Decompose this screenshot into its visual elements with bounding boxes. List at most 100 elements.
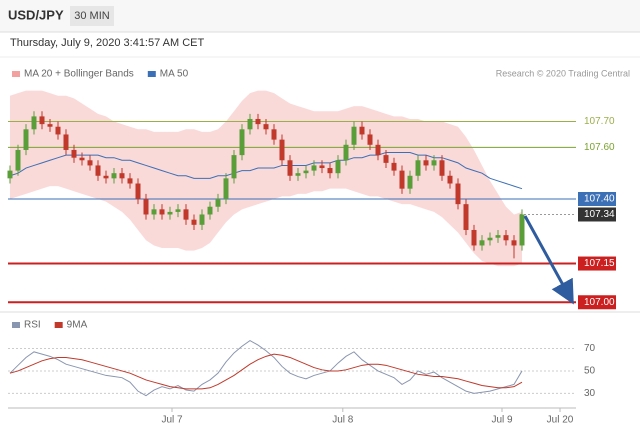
candle-body (63, 134, 69, 150)
candle-body (215, 199, 221, 207)
candle-body (391, 162, 397, 171)
candle-body (191, 219, 197, 225)
level-label: 107.40 (584, 194, 615, 205)
candle-body (407, 175, 413, 189)
candle-body (231, 155, 237, 179)
candle-body (295, 173, 301, 176)
candle-body (287, 160, 293, 176)
candle-body (207, 206, 213, 215)
legend-swatch (54, 322, 63, 328)
interval: 30 MIN (74, 10, 110, 22)
candle-body (303, 170, 309, 174)
candle-body (111, 173, 117, 179)
candle-body (79, 157, 85, 161)
level-label-box (578, 295, 616, 310)
legend-swatch (12, 71, 20, 77)
candle-body (223, 178, 229, 199)
interval-box (70, 6, 114, 26)
level-label: 107.70 (584, 116, 615, 127)
candle-body (271, 129, 277, 140)
candle-body (367, 134, 373, 145)
candle-body (383, 155, 389, 163)
candle-body (175, 209, 181, 212)
forecast-arrow (523, 215, 574, 305)
legend-swatch (147, 71, 156, 77)
candle-body (87, 160, 93, 166)
candle-body (487, 237, 493, 241)
candle-body (23, 129, 29, 150)
candle-body (71, 149, 77, 158)
candle-body (359, 126, 365, 135)
candle-body (399, 170, 405, 189)
candle-body (39, 116, 45, 125)
y-tick-label: 30 (584, 388, 596, 399)
candle-body (199, 214, 205, 225)
candle-body (167, 211, 173, 215)
timestamp: Thursday, July 9, 2020 3:41:57 AM CET (10, 37, 205, 49)
legend-label: MA 50 (160, 69, 189, 80)
series-line (9, 353, 523, 390)
candle-body (375, 144, 381, 156)
candle-body (15, 149, 21, 171)
bollinger-band (10, 90, 522, 267)
level-label-box (578, 256, 616, 271)
candle-body (263, 124, 269, 130)
legend-swatch (12, 322, 20, 328)
y-tick-label: 70 (584, 343, 596, 354)
ma-line (9, 152, 523, 190)
candle-body (319, 165, 325, 169)
candle-body (439, 160, 445, 176)
level-label: 107.15 (584, 258, 615, 269)
candle-body (279, 139, 285, 161)
symbol: USD/JPY (8, 7, 64, 22)
candle-body (463, 204, 469, 230)
candle-body (31, 116, 37, 130)
legend-label: 9MA (67, 320, 88, 331)
candle-body (479, 240, 485, 246)
candle-body (311, 165, 317, 171)
candle-body (511, 240, 517, 246)
candle-body (7, 170, 13, 179)
candle-body (239, 129, 245, 156)
series-line (9, 340, 523, 397)
level-label-box (578, 192, 616, 206)
candle-body (519, 214, 525, 246)
candle-body (127, 178, 133, 184)
candle-body (95, 165, 101, 176)
level-label-box (578, 207, 616, 222)
candle-body (183, 209, 189, 220)
level-label: 107.60 (584, 142, 615, 153)
candle-body (351, 126, 357, 145)
x-tick-label: Jul 8 (332, 415, 354, 426)
candle-body (151, 209, 157, 215)
candle-body (327, 168, 333, 174)
candle-body (335, 160, 341, 174)
candle-body (343, 144, 349, 161)
legend-label: RSI (24, 320, 41, 331)
legend-label: MA 20 + Bollinger Bands (24, 69, 134, 80)
level-label: 107.00 (584, 297, 615, 308)
level-label: 107.34 (584, 209, 615, 220)
y-tick-label: 50 (584, 366, 596, 377)
candle-body (423, 160, 429, 166)
candle-body (55, 126, 61, 135)
x-tick-label: Jul 7 (161, 415, 183, 426)
candle-body (503, 235, 509, 241)
candle-body (415, 160, 421, 176)
candle-body (447, 175, 453, 184)
candle-body (431, 160, 437, 166)
candle-body (159, 209, 165, 215)
candle-body (47, 124, 53, 127)
candle-body (103, 175, 109, 179)
candle-body (471, 229, 477, 246)
candle-body (495, 235, 501, 238)
candle-body (255, 118, 261, 125)
candle-body (455, 183, 461, 205)
candle-body (247, 118, 253, 130)
x-tick-label: Jul 20 (547, 415, 574, 426)
candle-body (119, 173, 125, 179)
credit: Research © 2020 Trading Central (496, 68, 630, 78)
candle-body (135, 183, 141, 199)
